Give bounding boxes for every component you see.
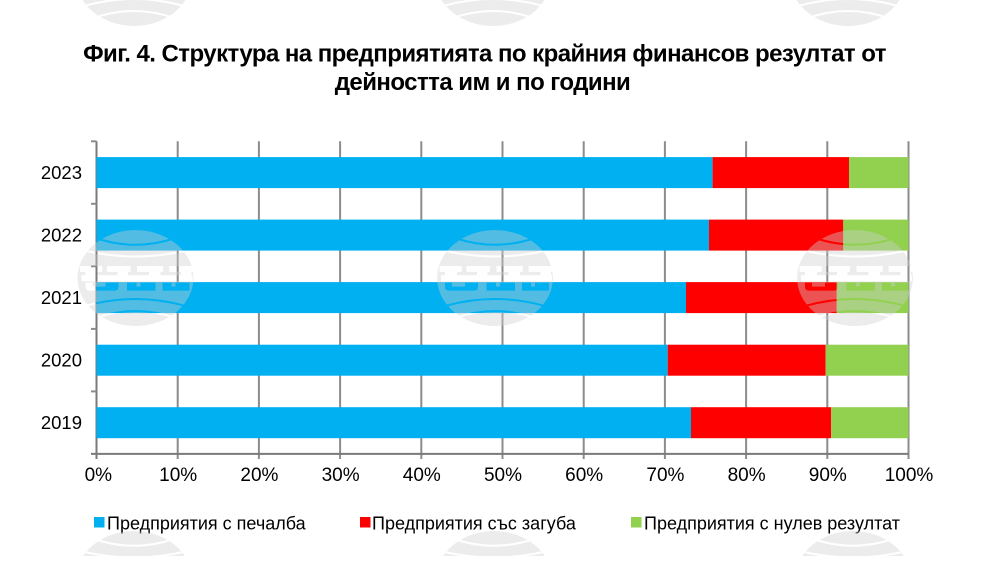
svg-text:40%: 40% — [403, 465, 441, 486]
svg-text:Предприятия с нулев резултат: Предприятия с нулев резултат — [644, 514, 900, 534]
svg-text:20%: 20% — [240, 465, 278, 486]
svg-text:90%: 90% — [809, 465, 847, 486]
svg-text:Предприятия с печалба: Предприятия с печалба — [107, 514, 307, 534]
svg-text:70%: 70% — [646, 465, 684, 486]
svg-text:дейността им и по години: дейността им и по години — [335, 69, 631, 96]
svg-text:80%: 80% — [728, 465, 766, 486]
svg-text:0%: 0% — [85, 465, 113, 486]
svg-text:2023: 2023 — [41, 162, 82, 183]
svg-text:2022: 2022 — [41, 225, 82, 246]
svg-text:2019: 2019 — [41, 412, 82, 433]
svg-text:2021: 2021 — [41, 287, 82, 308]
svg-text:2020: 2020 — [41, 350, 82, 371]
svg-text:60%: 60% — [565, 465, 603, 486]
svg-text:Фиг. 4. Структура на предприят: Фиг. 4. Структура на предприятията по кр… — [83, 41, 887, 68]
svg-text:Предприятия със загуба: Предприятия със загуба — [372, 514, 577, 534]
svg-text:30%: 30% — [322, 465, 360, 486]
svg-text:100%: 100% — [885, 465, 934, 486]
svg-text:50%: 50% — [484, 465, 522, 486]
svg-text:10%: 10% — [159, 465, 197, 486]
